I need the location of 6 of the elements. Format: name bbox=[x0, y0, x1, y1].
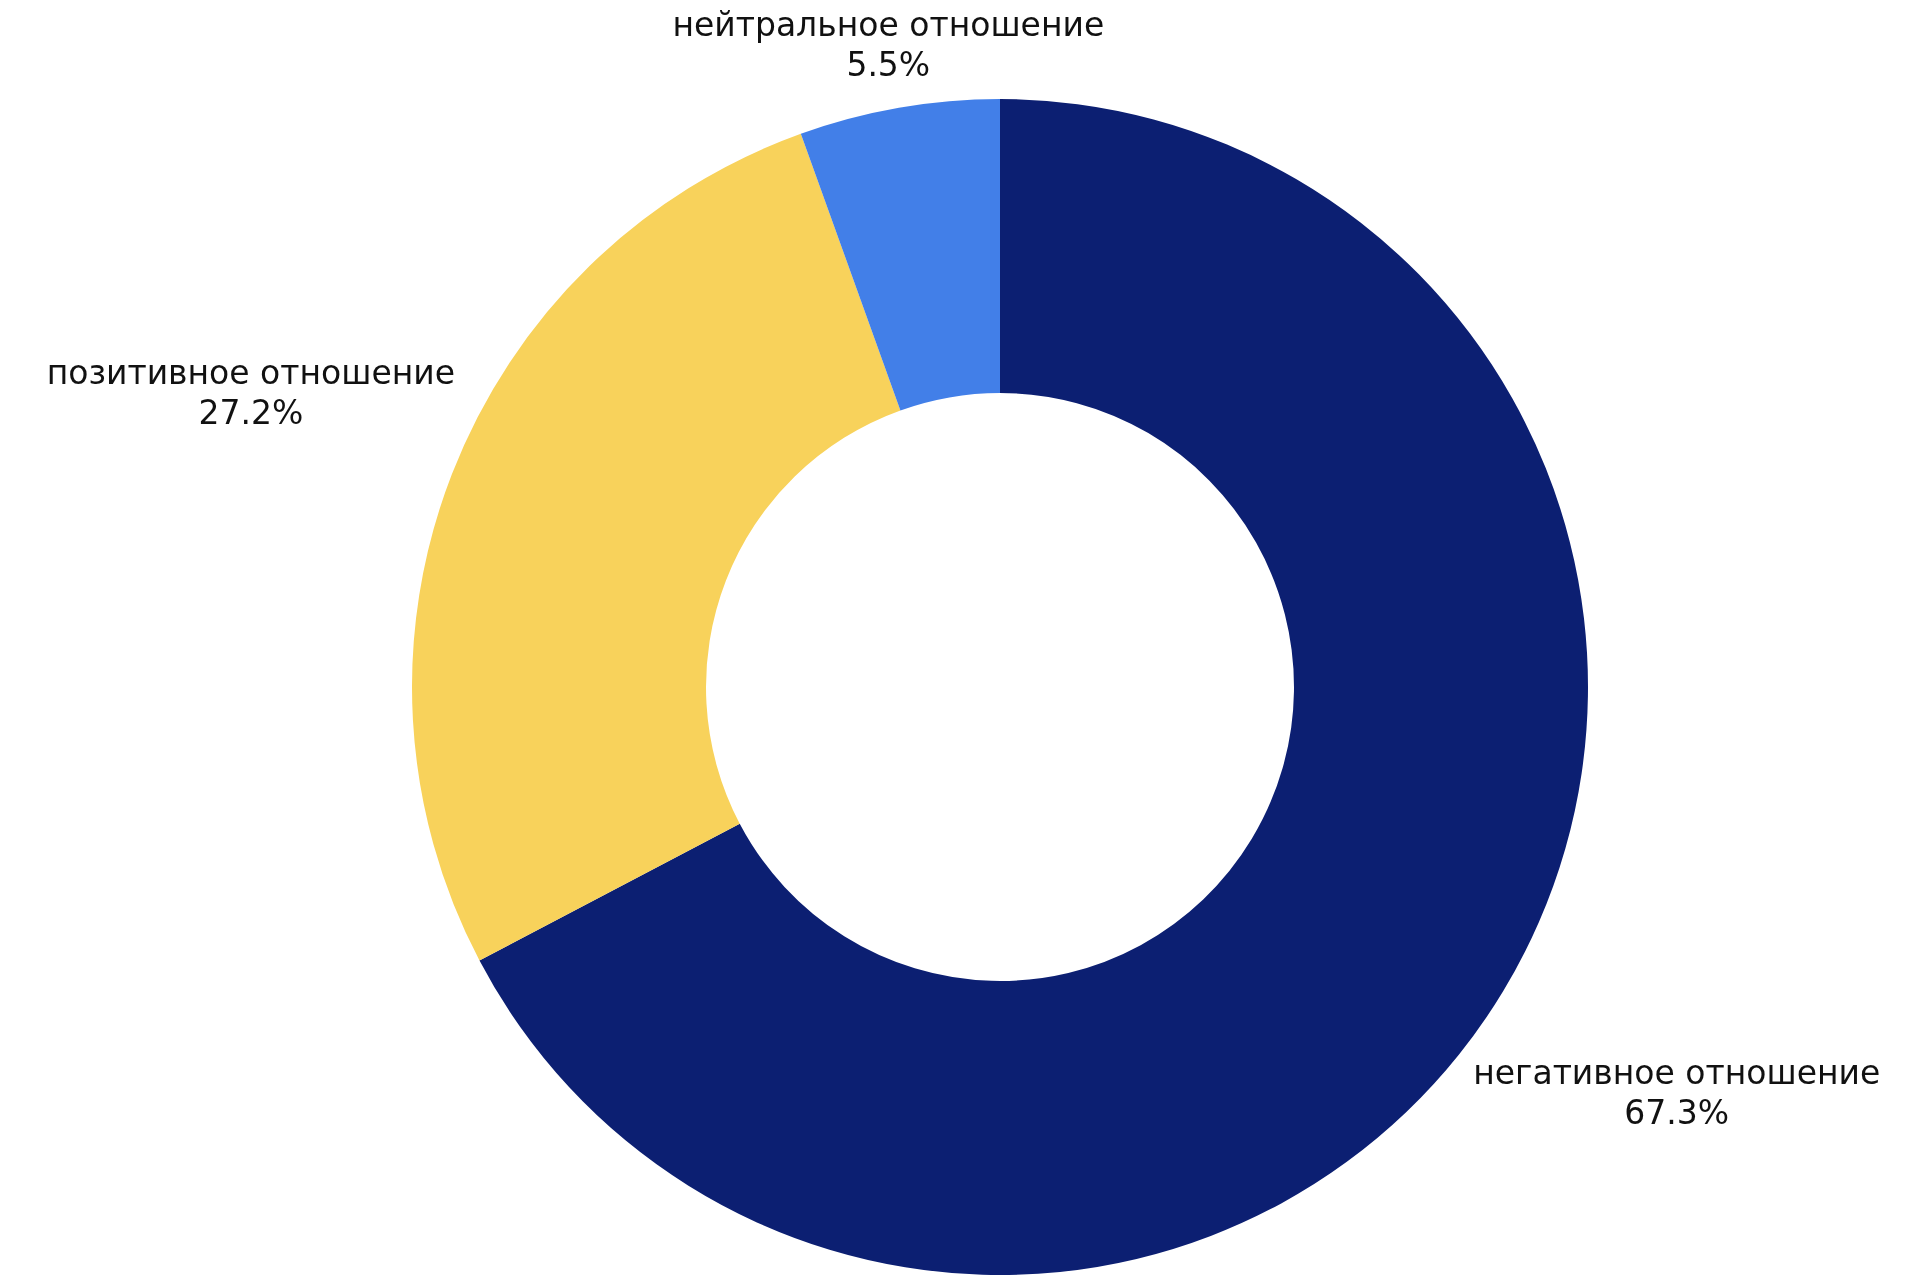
data-label: 5.5% bbox=[846, 44, 931, 84]
slice-label: позитивное отношение bbox=[46, 353, 456, 393]
data-label: 27.2% bbox=[198, 393, 304, 433]
slice-label: негативное отношение bbox=[1473, 1053, 1881, 1093]
data-label: 67.3% bbox=[1624, 1093, 1730, 1133]
slice-label: нейтральное отношение bbox=[672, 4, 1105, 44]
